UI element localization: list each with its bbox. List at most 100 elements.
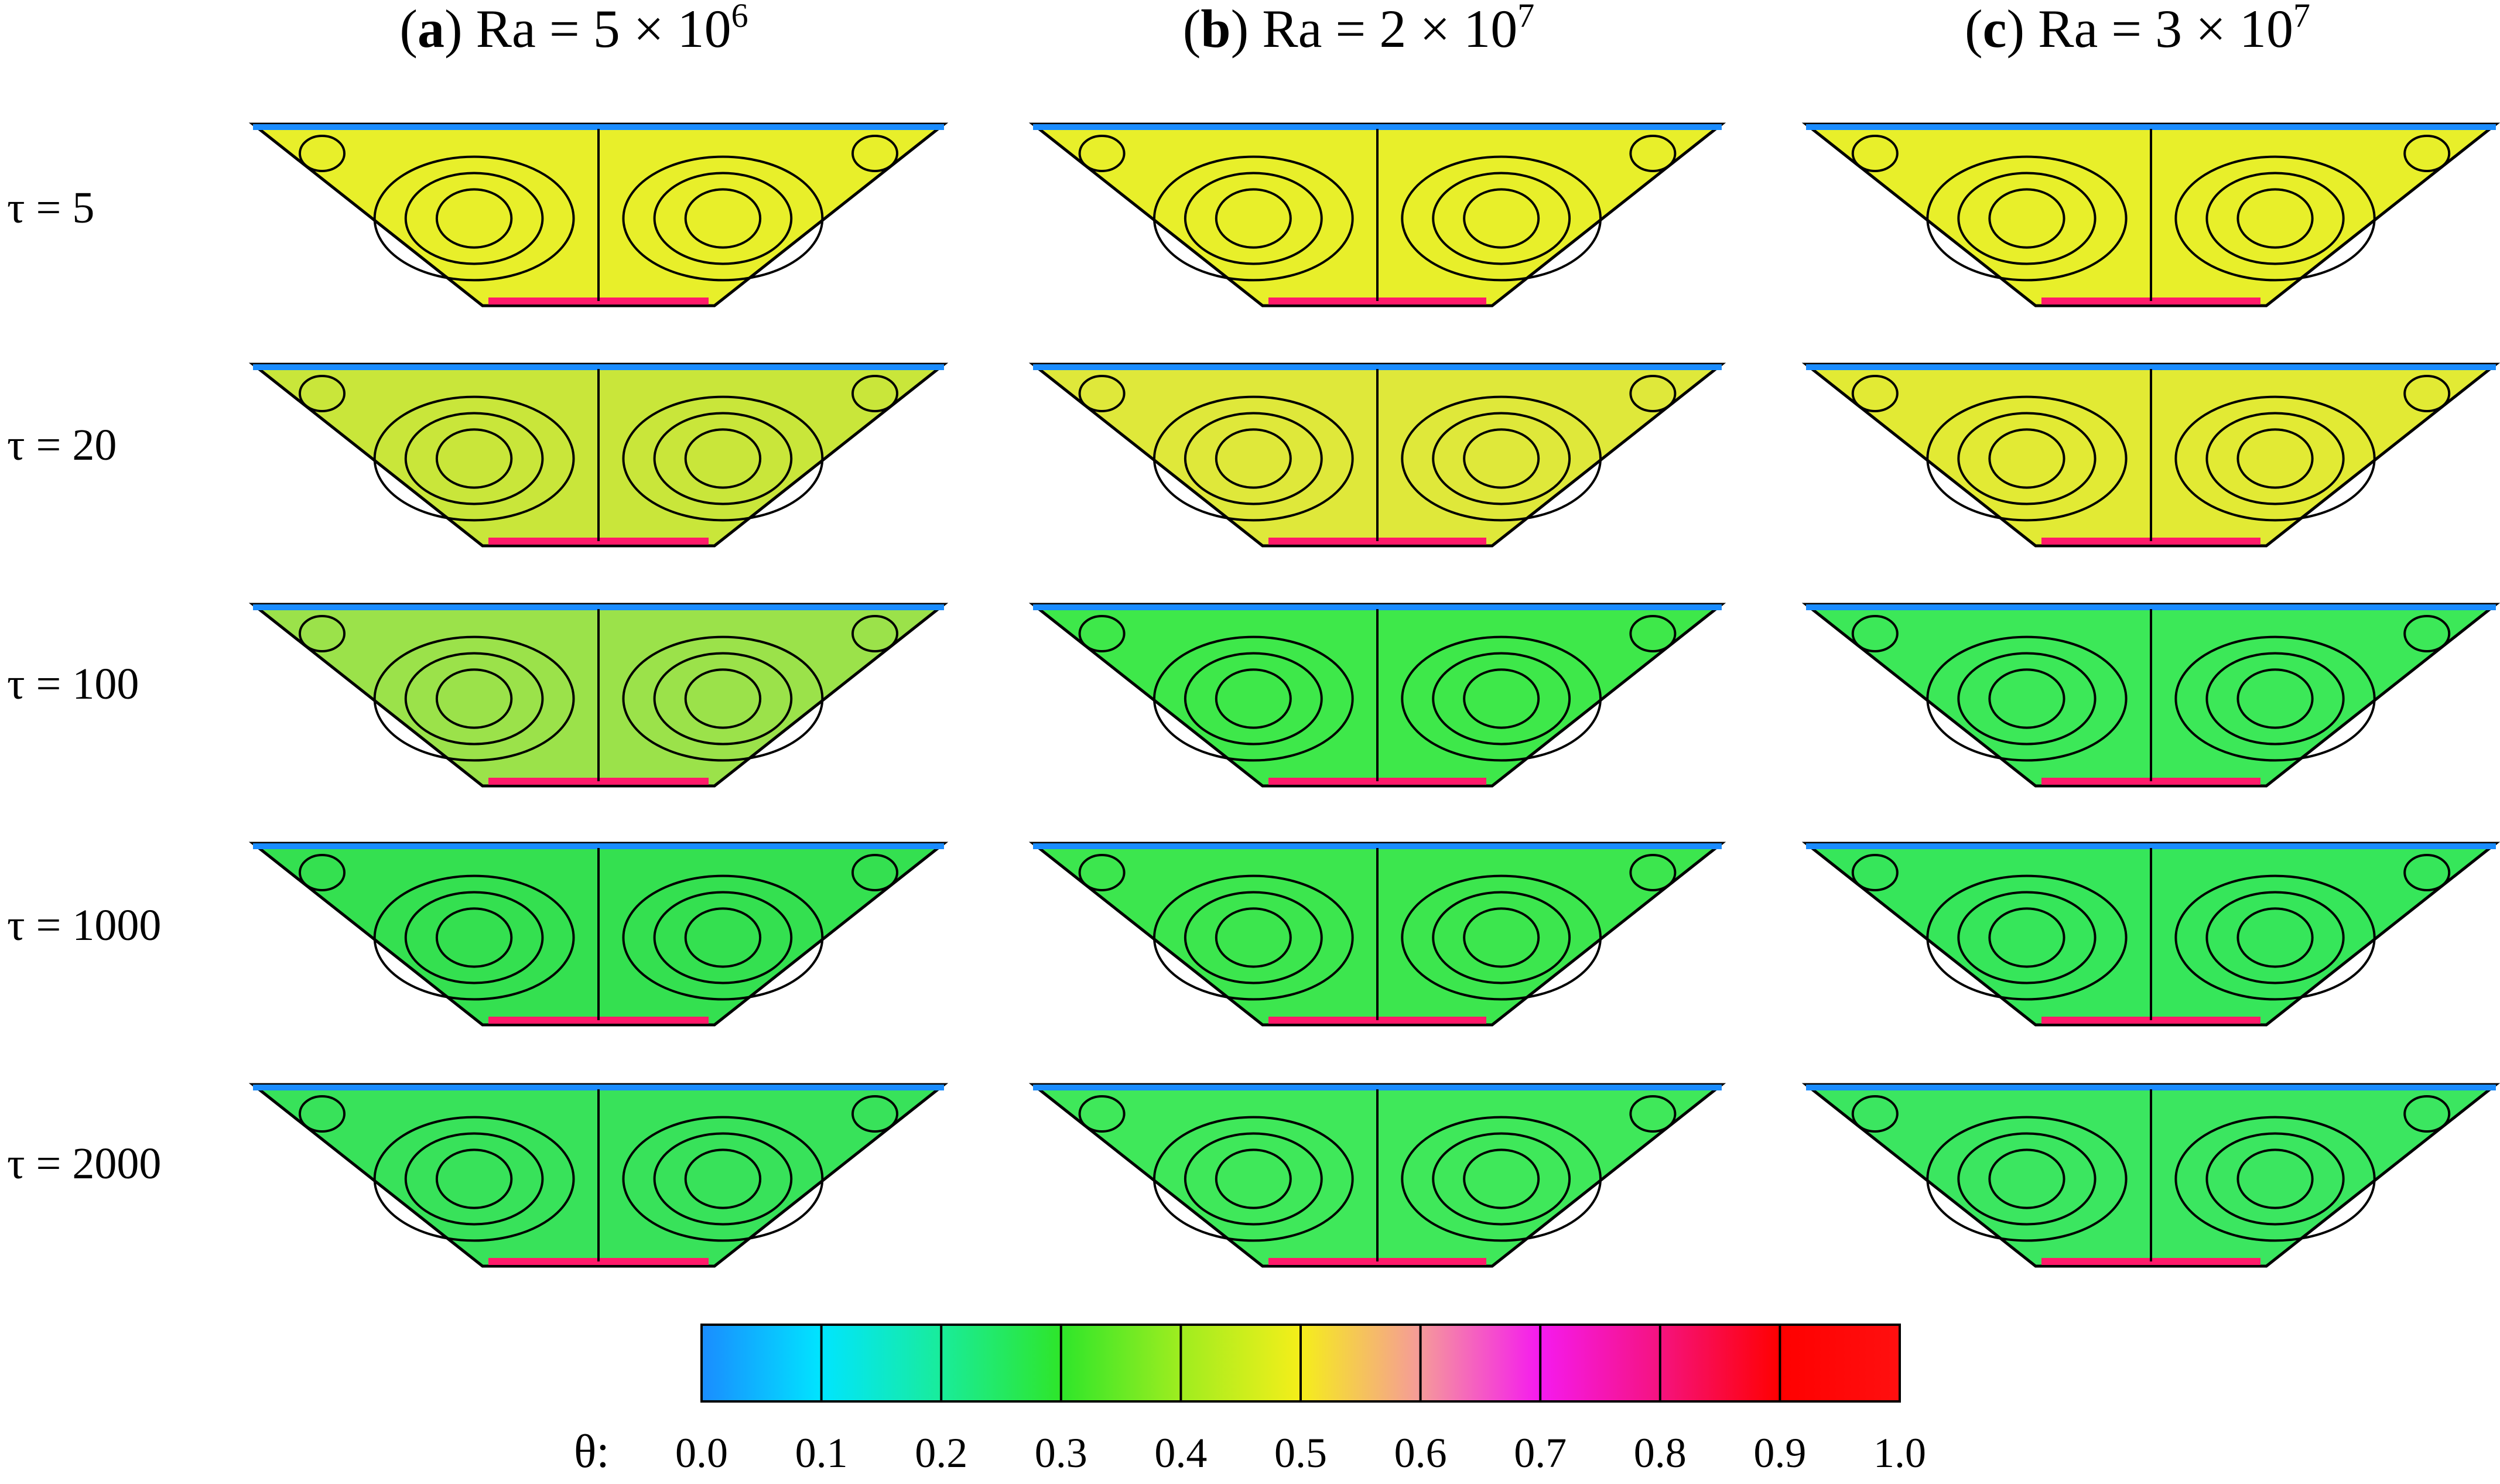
corner-eddy [1851, 375, 1899, 412]
streamline [2174, 395, 2376, 522]
panel-c-4 [1801, 842, 2500, 1027]
colorbar-dividers [820, 1325, 1781, 1401]
streamline [653, 652, 793, 746]
corner-eddy [1078, 854, 1126, 891]
corner-eddy [1629, 615, 1677, 652]
colorbar-tick-label: 0.7 [1514, 1430, 1567, 1476]
streamline [653, 412, 793, 505]
streamline [373, 874, 575, 1001]
streamline [2205, 412, 2345, 505]
corner-eddy [1078, 615, 1126, 652]
streamline [1926, 395, 2128, 522]
colorbar-tick-label: 0.2 [915, 1430, 967, 1476]
streamline [404, 652, 544, 746]
streamline [2236, 188, 2314, 249]
streamline [373, 635, 575, 762]
streamline [1184, 1132, 1323, 1226]
streamline [1152, 395, 1354, 522]
streamline [1926, 635, 2128, 762]
colorbar-tick-label: 0.6 [1394, 1430, 1447, 1476]
streamline [653, 172, 793, 265]
panel-b-2 [1028, 363, 1726, 548]
panel-b-5 [1028, 1083, 1726, 1268]
corner-eddy [1078, 375, 1126, 412]
corner-eddy [2403, 135, 2451, 172]
streamline [404, 412, 544, 505]
streamline [2174, 635, 2376, 762]
streamline [373, 1116, 575, 1242]
corner-eddy [1078, 1095, 1126, 1133]
streamline [622, 155, 824, 282]
streamline [2174, 874, 2376, 1001]
streamline [1152, 635, 1354, 762]
cold-wall-strip [1806, 364, 2496, 370]
streamline [684, 668, 762, 729]
streamline [435, 428, 513, 489]
streamline [1215, 907, 1292, 968]
cold-wall-strip [1033, 1085, 1722, 1090]
corner-eddy [1629, 375, 1677, 412]
colorbar-ticks: 0.0 0.1 0.2 0.3 0.4 0.5 0.6 0.7 0.8 0.9 1.0 [675, 1430, 1926, 1476]
colorbar: θ: 0.0 0.1 0.2 0.3 0.4 0.5 0.6 0.7 0.8 0.9 1.0 [574, 1324, 1926, 1478]
streamline [435, 907, 513, 968]
corner-eddy [2403, 615, 2451, 652]
streamline [1401, 635, 1602, 762]
streamline [684, 428, 762, 489]
streamline [435, 1148, 513, 1209]
cold-wall-strip [1806, 843, 2496, 849]
column-titles: (a) Ra = 5 × 106 (b) Ra = 2 × 107 (c) Ra… [399, 0, 2310, 59]
panel-a-2 [248, 363, 949, 548]
streamline [1988, 188, 2065, 249]
streamline [1215, 1148, 1292, 1209]
panel-c-2 [1801, 363, 2500, 548]
corner-eddy [851, 375, 898, 412]
colorbar-tick-label: 0.8 [1634, 1430, 1687, 1476]
streamline [1988, 428, 2065, 489]
colorbar-tick-label: 0.3 [1035, 1430, 1087, 1476]
streamline [1957, 1132, 2097, 1226]
colorbar-tick-label: 0.9 [1753, 1430, 1806, 1476]
streamline [684, 188, 762, 249]
streamline [1432, 172, 1571, 265]
cold-wall-strip [253, 604, 944, 610]
row-label-tau-2000: τ = 2000 [7, 1139, 161, 1188]
colorbar-tick-label: 0.0 [675, 1430, 728, 1476]
streamline [1401, 155, 1602, 282]
column-title-a: (a) Ra = 5 × 106 [399, 0, 748, 59]
streamline [1463, 1148, 1540, 1209]
cold-wall-strip [253, 364, 944, 370]
panel-a-5 [248, 1083, 949, 1268]
corner-eddy [299, 1095, 346, 1133]
streamline [1463, 907, 1540, 968]
column-title-c: (c) Ra = 3 × 107 [1965, 0, 2310, 59]
corner-eddy [1851, 1095, 1899, 1133]
streamline [1215, 428, 1292, 489]
panel-b-1 [1028, 122, 1726, 307]
streamline [1152, 155, 1354, 282]
streamline [1152, 874, 1354, 1001]
corner-eddy [1851, 615, 1899, 652]
corner-eddy [299, 135, 346, 172]
panel-c-3 [1801, 603, 2500, 788]
corner-eddy [299, 375, 346, 412]
streamline [404, 891, 544, 984]
colorbar-tick-label: 0.1 [795, 1430, 848, 1476]
streamline [404, 172, 544, 265]
streamline [1926, 155, 2128, 282]
streamline [373, 395, 575, 522]
streamline [1184, 412, 1323, 505]
streamline [1988, 1148, 2065, 1209]
corner-eddy [1629, 1095, 1677, 1133]
streamline [622, 874, 824, 1001]
corner-eddy [299, 615, 346, 652]
streamline [435, 188, 513, 249]
streamline [1957, 652, 2097, 746]
panel-a-4 [248, 842, 949, 1027]
streamline [1215, 668, 1292, 729]
cold-wall-strip [1806, 604, 2496, 610]
cold-wall-strip [1033, 364, 1722, 370]
streamline [404, 1132, 544, 1226]
column-title-b: (b) Ra = 2 × 107 [1183, 0, 1534, 59]
corner-eddy [1629, 135, 1677, 172]
